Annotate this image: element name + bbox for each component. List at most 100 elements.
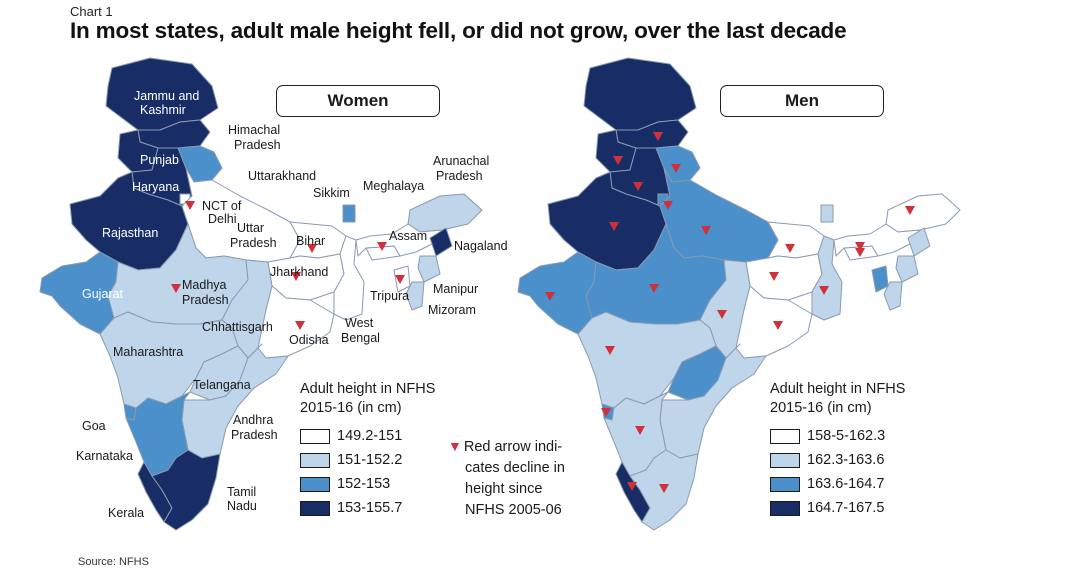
legend-range: 164.7-167.5 bbox=[807, 500, 885, 516]
decline-arrow-ar-men bbox=[905, 206, 915, 215]
legend-swatch bbox=[770, 428, 800, 444]
decline-arrow-dl-women bbox=[185, 201, 195, 210]
state-label-mh: Maharashtra bbox=[113, 345, 183, 359]
state-label-wb-line1: West bbox=[345, 316, 374, 330]
state-label-up-line1: Uttar bbox=[237, 221, 264, 235]
legend-title-line2: 2015-16 (in cm) bbox=[300, 400, 402, 416]
state-up-men bbox=[659, 167, 779, 263]
note-text: Red arrow indi- bbox=[463, 439, 563, 455]
legend-range: 152-153 bbox=[337, 476, 391, 492]
decline-arrow-jh-men bbox=[769, 272, 779, 281]
state-label-mp-line1: Madhya bbox=[182, 278, 227, 292]
decline-arrow-br-men bbox=[785, 244, 795, 253]
state-label-jh: Jharkhand bbox=[270, 265, 328, 279]
legend-range: 149.2-151 bbox=[337, 428, 403, 444]
state-jk-men bbox=[583, 57, 697, 131]
state-label-up-line2: Pradesh bbox=[230, 236, 277, 250]
decline-arrow-up-men bbox=[701, 226, 711, 235]
state-label-jk-line2: Kashmir bbox=[140, 103, 186, 117]
state-label-ml: Meghalaya bbox=[363, 179, 424, 193]
note-line-3: height since bbox=[465, 481, 543, 497]
state-label-dl-line2: Delhi bbox=[208, 212, 237, 226]
legend-title-line2: 2015-16 (in cm) bbox=[770, 400, 872, 416]
red-arrow-icon: ▼ bbox=[448, 438, 462, 454]
state-label-tn-line1: Tamil bbox=[227, 485, 256, 499]
state-mz-women bbox=[405, 281, 425, 311]
legend-range: 151-152.2 bbox=[337, 452, 403, 468]
legend-swatch bbox=[300, 476, 330, 492]
red-arrow-note: ▼ Red arrow indi- cates decline in height… bbox=[448, 436, 565, 521]
state-tr-men bbox=[871, 265, 889, 293]
state-label-tn-line2: Nadu bbox=[227, 499, 257, 513]
chart-label: Chart 1 bbox=[70, 4, 113, 19]
state-label-jk-line1: Jammu and bbox=[134, 89, 199, 103]
state-mz-men bbox=[883, 281, 903, 311]
state-label-hp-line1: Himachal bbox=[228, 123, 280, 137]
decline-arrow-br-women bbox=[307, 244, 317, 253]
note-line-1: ▼ Red arrow indi- bbox=[448, 436, 565, 458]
state-label-mn: Manipur bbox=[433, 282, 478, 296]
decline-arrow-tn-men bbox=[659, 484, 669, 493]
decline-arrow-cg-men bbox=[717, 310, 727, 319]
state-label-rj: Rajasthan bbox=[102, 226, 158, 240]
state-gj-men bbox=[517, 251, 597, 335]
state-label-nl: Nagaland bbox=[454, 239, 508, 253]
decline-arrow-kl-men bbox=[627, 482, 637, 491]
panel-title-women: Women bbox=[276, 85, 440, 117]
note-line-2: cates decline in bbox=[465, 460, 565, 476]
state-label-cg: Chhattisgarh bbox=[202, 320, 273, 334]
state-labels-women: Jammu and Kashmir Himachal Pradesh Punja… bbox=[76, 89, 508, 520]
legend-title-line1: Adult height in NFHS bbox=[300, 381, 436, 397]
decline-arrow-uk-men bbox=[671, 164, 681, 173]
state-label-dl-line1: NCT of bbox=[202, 199, 242, 213]
map-women bbox=[39, 57, 483, 531]
legend-item: 149.2-151 bbox=[300, 424, 435, 448]
legend-swatch bbox=[770, 500, 800, 516]
state-sk-men bbox=[820, 204, 834, 223]
state-ar-women bbox=[407, 193, 483, 233]
state-label-kl: Kerala bbox=[108, 506, 144, 520]
state-label-sk: Sikkim bbox=[313, 186, 350, 200]
legend-range: 162.3-163.6 bbox=[807, 452, 885, 468]
state-label-mz: Mizoram bbox=[428, 303, 476, 317]
decline-arrow-mh-men bbox=[605, 346, 615, 355]
decline-arrow-od-men bbox=[773, 321, 783, 330]
legend-item: 162.3-163.6 bbox=[770, 448, 905, 472]
decline-arrow-wb-men bbox=[819, 286, 829, 295]
decline-arrow-ga-men bbox=[601, 408, 611, 417]
decline-arrow-tr-women bbox=[395, 275, 405, 284]
decline-arrow-ka-men bbox=[635, 426, 645, 435]
state-ar-men bbox=[885, 193, 961, 233]
legend-swatch bbox=[300, 500, 330, 516]
state-label-ka: Karnataka bbox=[76, 449, 133, 463]
legend-item: 158-5-162.3 bbox=[770, 424, 905, 448]
note-line-4: NFHS 2005-06 bbox=[465, 502, 562, 518]
state-label-mp-line2: Pradesh bbox=[182, 293, 229, 307]
state-mn-men bbox=[895, 255, 919, 283]
decline-arrow-ml-men bbox=[855, 248, 865, 257]
legend-item: 151-152.2 bbox=[300, 448, 435, 472]
legend-item: 164.7-167.5 bbox=[770, 496, 905, 520]
state-label-hr: Haryana bbox=[132, 180, 179, 194]
decline-arrow-hp-men bbox=[653, 132, 663, 141]
legend-item: 163.6-164.7 bbox=[770, 472, 905, 496]
state-label-ap-line2: Pradesh bbox=[231, 428, 278, 442]
state-label-gj: Gujarat bbox=[82, 287, 124, 301]
legend-title: Adult height in NFHS 2015-16 (in cm) bbox=[300, 380, 435, 418]
decline-arrow-od-women bbox=[295, 321, 305, 330]
state-label-hp-line2: Pradesh bbox=[234, 138, 281, 152]
legend-swatch bbox=[770, 452, 800, 468]
legend-range: 153-155.7 bbox=[337, 500, 403, 516]
state-label-as: Assam bbox=[389, 229, 427, 243]
state-wb-men bbox=[811, 235, 843, 321]
state-mn-women bbox=[417, 255, 441, 283]
legend-title-line1: Adult height in NFHS bbox=[770, 381, 906, 397]
decline-arrow-mp-men bbox=[649, 284, 659, 293]
decline-arrow-mp-women bbox=[171, 284, 181, 293]
source-note: Source: NFHS bbox=[78, 556, 149, 568]
state-sk-women bbox=[342, 204, 356, 223]
state-label-pb: Punjab bbox=[140, 153, 179, 167]
state-label-wb-line2: Bengal bbox=[341, 331, 380, 345]
legend-item: 153-155.7 bbox=[300, 496, 435, 520]
